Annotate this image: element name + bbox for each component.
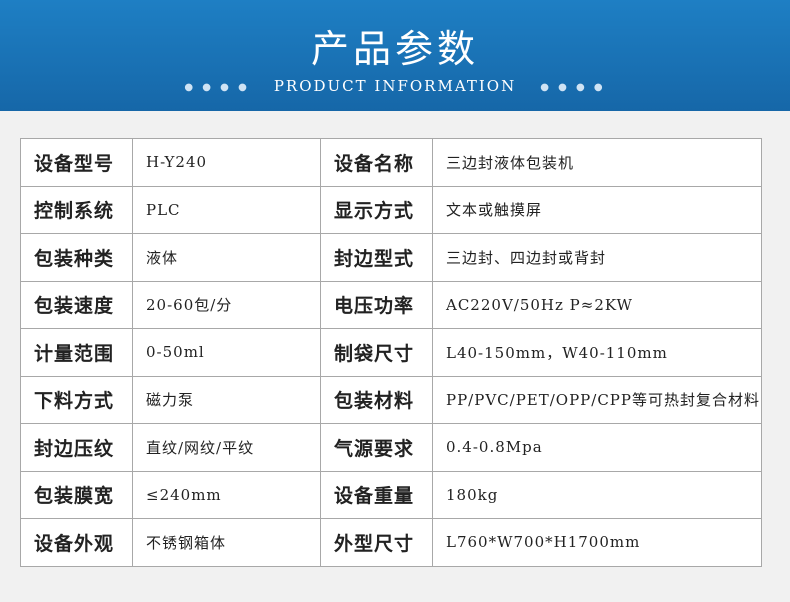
value-cell: AC220V/50Hz P≈2KW xyxy=(432,280,762,329)
value-cell: 0-50ml xyxy=(132,328,321,377)
label-cell: 控制系统 xyxy=(20,185,133,234)
label-cell: 包装速度 xyxy=(20,280,133,329)
row: 包装种类 液体 封边型式 三边封、四边封或背封 xyxy=(20,233,762,282)
label-cell: 电压功率 xyxy=(320,280,433,329)
row: 下料方式 磁力泵 包装材料 PP/PVC/PET/OPP/CPP等可热封复合材料 xyxy=(20,375,762,424)
spec-table: 设备型号 H-Y240 设备名称 三边封液体包装机 控制系统 PLC 显示方式 文本或触摸屏包… xyxy=(20,138,762,567)
value-cell: 磁力泵 xyxy=(132,375,321,424)
row: 包装膜宽 ≤240mm 设备重量 180kg xyxy=(20,470,762,519)
label-cell: 设备型号 xyxy=(20,138,133,187)
value-cell: ≤240mm xyxy=(132,470,321,519)
label-cell: 设备外观 xyxy=(20,518,133,567)
value-cell: 20-60包/分 xyxy=(132,280,321,329)
label-cell: 包装种类 xyxy=(20,233,133,282)
label-cell: 下料方式 xyxy=(20,375,133,424)
value-cell: L40-150mm，W40-110mm xyxy=(432,328,762,377)
value-cell: 三边封、四边封或背封 xyxy=(432,233,762,282)
label-cell: 气源要求 xyxy=(320,423,433,472)
row: 控制系统 PLC 显示方式 文本或触摸屏 xyxy=(20,185,762,234)
row: 封边压纹 直纹/网纹/平纹 气源要求 0.4-0.8Mpa xyxy=(20,423,762,472)
value-cell: 不锈钢箱体 xyxy=(132,518,321,567)
label-cell: 封边压纹 xyxy=(20,423,133,472)
value-cell: 三边封液体包装机 xyxy=(432,138,762,187)
label-cell: 制袋尺寸 xyxy=(320,328,433,377)
row: 包装速度 20-60包/分 电压功率 AC220V/50Hz P≈2KW xyxy=(20,280,762,329)
title: 产品参数 xyxy=(310,27,479,71)
value-cell: 文本或触摸屏 xyxy=(432,185,762,234)
label-cell: 包装材料 xyxy=(320,375,433,424)
label-cell: 包装膜宽 xyxy=(20,470,133,519)
row: 计量范围 0-50ml 制袋尺寸 L40-150mm，W40-110mm xyxy=(20,328,762,377)
value-cell: PP/PVC/PET/OPP/CPP等可热封复合材料 xyxy=(432,375,762,424)
subtitle: PRODUCT INFORMATION xyxy=(273,77,517,95)
row: 设备外观 不锈钢箱体 外型尺寸 L760*W700*H1700mm xyxy=(20,518,762,567)
value-cell: 液体 xyxy=(132,233,321,282)
dots: ● ● ● ● xyxy=(184,81,250,93)
subtitle-row: ● ● ● ● PRODUCT INFORMATION ● ● ● ● xyxy=(0,77,790,95)
label-cell: 外型尺寸 xyxy=(320,518,433,567)
value-cell: H-Y240 xyxy=(132,138,321,187)
row: 设备型号 H-Y240 设备名称 三边封液体包装机 xyxy=(20,138,762,187)
label-cell: 设备重量 xyxy=(320,470,433,519)
dots: ● ● ● ● xyxy=(540,81,606,93)
label-cell: 设备名称 xyxy=(320,138,433,187)
label-cell: 显示方式 xyxy=(320,185,433,234)
value-cell: PLC xyxy=(132,185,321,234)
label-cell: 计量范围 xyxy=(20,328,133,377)
value-cell: L760*W700*H1700mm xyxy=(432,518,762,567)
value-cell: 0.4-0.8Mpa xyxy=(432,423,762,472)
label-cell: 封边型式 xyxy=(320,233,433,282)
header: 产品参数 ● ● ● ● PRODUCT INFORMATION ● ● ● ● xyxy=(0,0,790,111)
value-cell: 180kg xyxy=(432,470,762,519)
value-cell: 直纹/网纹/平纹 xyxy=(132,423,321,472)
